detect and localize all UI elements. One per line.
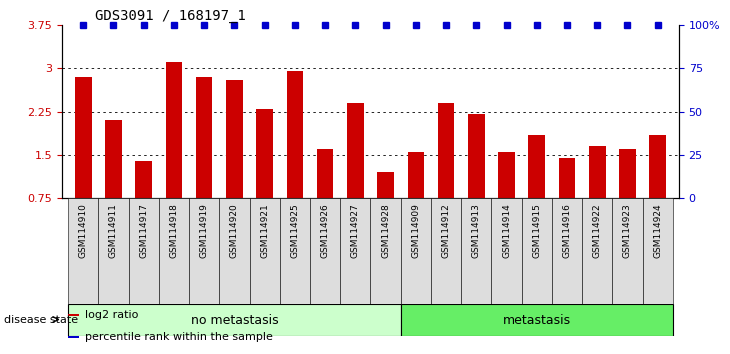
Bar [75,77,91,198]
Bar [612,198,642,304]
Text: metastasis: metastasis [503,314,571,327]
Text: GSM114909: GSM114909 [411,204,420,258]
Bar [219,198,250,304]
Bar [407,152,424,198]
Bar [468,114,485,198]
Bar [159,198,189,304]
Text: GSM114911: GSM114911 [109,204,118,258]
Text: percentile rank within the sample: percentile rank within the sample [85,331,273,342]
Text: GSM114927: GSM114927 [351,204,360,258]
Text: GSM114915: GSM114915 [532,204,541,258]
Bar [99,198,128,304]
Bar [340,198,371,304]
Text: GSM114920: GSM114920 [230,204,239,258]
Bar [250,198,280,304]
Bar [256,109,273,198]
Bar [196,77,212,198]
Text: GSM114918: GSM114918 [169,204,178,258]
Bar [310,198,340,304]
Bar [377,172,394,198]
Text: no metastasis: no metastasis [191,314,278,327]
Bar [401,304,673,336]
Text: GSM114916: GSM114916 [563,204,572,258]
Bar [589,146,606,198]
Bar [166,62,182,198]
Text: GDS3091 / 168197_1: GDS3091 / 168197_1 [95,9,246,23]
Bar [499,152,515,198]
Bar [287,71,303,198]
Bar [68,336,80,338]
Text: GSM114913: GSM114913 [472,204,481,258]
Text: GSM114926: GSM114926 [320,204,330,258]
Bar [529,135,545,198]
Bar [226,80,242,198]
Bar [650,135,666,198]
Bar [431,198,461,304]
Bar [68,198,99,304]
Bar [582,198,612,304]
Bar [347,103,364,198]
Text: GSM114919: GSM114919 [200,204,209,258]
Bar [558,158,575,198]
Text: GSM114914: GSM114914 [502,204,511,258]
Bar [105,120,122,198]
Bar [135,161,152,198]
Text: GSM114910: GSM114910 [79,204,88,258]
Text: GSM114923: GSM114923 [623,204,632,258]
Bar [68,314,80,316]
Bar [619,149,636,198]
Text: GSM114921: GSM114921 [260,204,269,258]
Bar [128,198,159,304]
Bar [68,304,401,336]
Text: GSM114912: GSM114912 [442,204,450,258]
Text: GSM114928: GSM114928 [381,204,390,258]
Bar [552,198,582,304]
Text: log2 ratio: log2 ratio [85,310,139,320]
Bar [491,198,522,304]
Text: GSM114924: GSM114924 [653,204,662,258]
Bar [461,198,491,304]
Text: GSM114925: GSM114925 [291,204,299,258]
Text: GSM114922: GSM114922 [593,204,602,258]
Bar [438,103,454,198]
Bar [642,198,673,304]
Bar [280,198,310,304]
Bar [371,198,401,304]
Bar [189,198,219,304]
Bar [317,149,334,198]
Bar [401,198,431,304]
Bar [522,198,552,304]
Text: GSM114917: GSM114917 [139,204,148,258]
Text: disease state: disease state [4,315,78,325]
